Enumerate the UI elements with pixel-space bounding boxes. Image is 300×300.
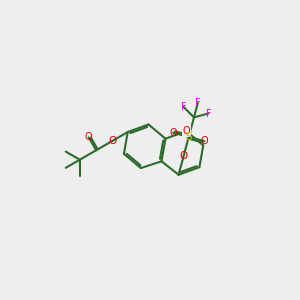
- Text: O: O: [169, 128, 177, 138]
- Text: O: O: [182, 126, 190, 136]
- Text: F: F: [181, 102, 186, 112]
- Text: S: S: [185, 132, 192, 142]
- Text: O: O: [179, 152, 188, 161]
- Text: O: O: [108, 136, 117, 146]
- Text: O: O: [85, 132, 92, 142]
- Text: F: F: [206, 109, 211, 118]
- Text: O: O: [201, 136, 208, 146]
- Text: F: F: [195, 98, 201, 108]
